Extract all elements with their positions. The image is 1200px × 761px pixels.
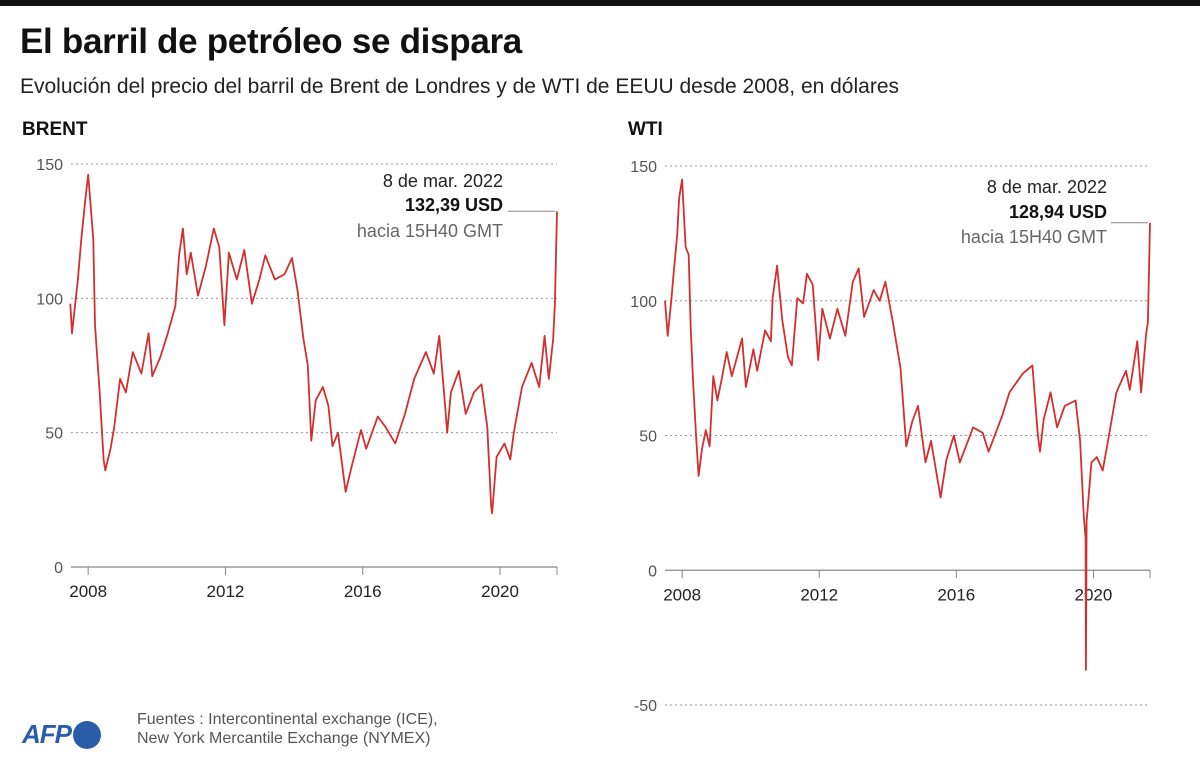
brent-y-tick-label: 0	[54, 560, 63, 577]
brent-annotation-value: 132,39 USD	[405, 195, 503, 215]
wti-y-tick-label: 150	[630, 159, 657, 176]
afp-logo-dot-icon	[73, 720, 101, 749]
wti-x-tick-label: 2012	[800, 585, 838, 604]
chart-title: El barril de petróleo se dispara	[20, 22, 522, 61]
wti-x-tick-label: 2020	[1075, 585, 1113, 604]
brent-price-line	[69, 173, 558, 515]
wti-y-tick-label: -50	[634, 698, 657, 715]
wti-x-tick-label: 2008	[663, 585, 701, 604]
sources-line-1: Fuentes : Intercontinental exchange (ICE…	[137, 711, 438, 728]
wti-annotation-time: hacia 15H40 GMT	[961, 227, 1107, 247]
sources-line-2: New York Mercantile Exchange (NYMEX)	[137, 730, 431, 747]
wti-y-tick-label: 0	[648, 563, 657, 580]
brent-annotation-time: hacia 15H40 GMT	[357, 221, 503, 241]
top-bar	[0, 0, 1200, 6]
brent-y-tick-label: 100	[36, 291, 63, 308]
afp-logo-text: AFP	[22, 719, 72, 749]
wti-y-tick-label: 50	[639, 429, 657, 446]
brent-x-tick-label: 2020	[481, 582, 519, 601]
wti-panel-title: WTI	[628, 119, 663, 140]
sources: Fuentes : Intercontinental exchange (ICE…	[137, 710, 438, 748]
wti-annotation-date: 8 de mar. 2022	[987, 177, 1107, 197]
chart-subtitle: Evolución del precio del barril de Brent…	[20, 75, 900, 98]
brent-y-tick-label: 150	[36, 157, 63, 174]
wti-annotation-value: 128,94 USD	[1009, 202, 1107, 222]
brent-x-tick-label: 2016	[344, 582, 382, 601]
wti-x-tick-label: 2016	[937, 585, 975, 604]
brent-y-tick-label: 50	[45, 426, 63, 443]
brent-panel-title: BRENT	[22, 119, 88, 140]
brent-x-tick-label: 2012	[207, 582, 245, 601]
brent-x-tick-label: 2008	[69, 582, 107, 601]
wti-y-tick-label: 100	[630, 294, 657, 311]
wti-price-line	[664, 178, 1151, 671]
afp-logo: AFP	[22, 719, 101, 750]
brent-annotation-date: 8 de mar. 2022	[383, 171, 503, 191]
